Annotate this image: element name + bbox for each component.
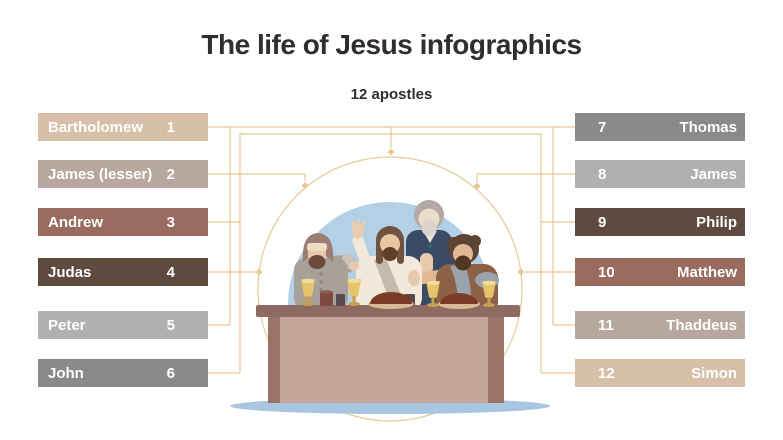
apostle-name: James (lesser): [48, 165, 153, 183]
apostle-number: 11: [598, 316, 614, 334]
connector-lines: [208, 126, 575, 422]
wine-goblet: [347, 278, 361, 306]
arrow-diamond: [387, 148, 395, 156]
apostle-name: John: [48, 364, 84, 382]
beard: [382, 247, 398, 261]
apostle-name: Thomas: [679, 118, 737, 136]
apostle-name: Thaddeus: [666, 316, 737, 334]
apostle-name: James: [690, 165, 737, 183]
apostle-bar-peter: Peter 5: [38, 311, 208, 339]
apostle-number: 3: [166, 213, 175, 231]
apostle-name: Bartholomew: [48, 118, 144, 136]
apostle-number: 7: [598, 118, 607, 136]
headband: [307, 243, 327, 251]
apostle-number: 1: [166, 118, 175, 136]
bread-plate: [438, 293, 480, 309]
apostle-name: Peter: [48, 316, 86, 334]
apostle-name: Simon: [691, 364, 737, 382]
cup: [320, 292, 333, 306]
hand: [349, 261, 359, 271]
wine-goblet: [301, 278, 315, 306]
dark-beard: [455, 255, 471, 271]
apostle-number: 12: [598, 364, 615, 382]
apostle-bar-john: John 6: [38, 359, 208, 387]
apostle-bar-judas: Judas 4: [38, 258, 208, 286]
apostle-number: 6: [166, 364, 175, 382]
apostle-number: 4: [166, 263, 175, 281]
apostle-name: Judas: [48, 263, 92, 281]
apostle-name: Andrew: [48, 213, 104, 231]
arrow-diamond: [473, 182, 481, 190]
table-leg: [488, 317, 504, 403]
apostle-number: 5: [166, 316, 175, 334]
grey-beard: [421, 220, 437, 236]
apostle-figure-right: [436, 234, 499, 316]
apostle-bar-thaddeus: 11 Thaddeus: [575, 311, 745, 339]
apostle-bar-philip: 9 Philip: [575, 208, 745, 236]
cup: [336, 294, 345, 306]
wine-goblet: [426, 280, 440, 307]
apostle-name: Matthew: [677, 263, 737, 281]
page-title: The life of Jesus infographics: [201, 29, 582, 60]
tableware: [301, 278, 496, 309]
apostle-number: 9: [598, 213, 607, 231]
apostle-bar-bartholomew: Bartholomew 1: [38, 113, 208, 141]
bread-plate: [368, 292, 414, 309]
apostle-number: 2: [166, 165, 175, 183]
apostle-name: Philip: [696, 213, 737, 231]
apostle-bar-matthew: 10 Matthew: [575, 258, 745, 286]
last-supper-illustration: [230, 200, 550, 414]
apostle-bar-andrew: Andrew 3: [38, 208, 208, 236]
subtitle: 12 apostles: [350, 86, 433, 103]
apostle-bar-james-lesser: James (lesser) 2: [38, 160, 208, 188]
table: [256, 305, 520, 403]
apostle-bar-thomas: 7 Thomas: [575, 113, 745, 141]
beard: [308, 255, 326, 269]
apostle-bar-james: 8 James: [575, 160, 745, 188]
apostle-bar-simon: 12 Simon: [575, 359, 745, 387]
gesturing-hand: [408, 270, 420, 286]
apostle-number: 10: [598, 263, 615, 281]
apostle-number: 8: [598, 165, 607, 183]
wine-goblet: [482, 280, 496, 307]
highlight-circle-outline: [257, 156, 523, 422]
table-leg: [268, 317, 280, 403]
